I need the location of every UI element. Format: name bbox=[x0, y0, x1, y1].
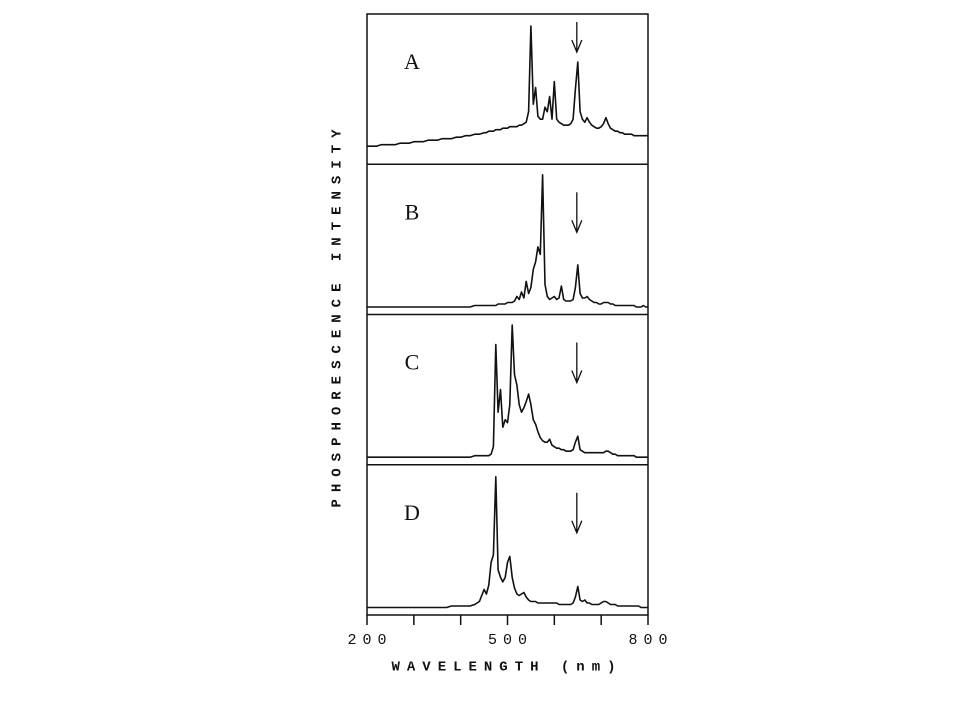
panel-label: D bbox=[404, 500, 420, 525]
spectrum-line bbox=[367, 174, 648, 308]
x-tick-label: 500 bbox=[488, 632, 533, 649]
arrow bbox=[571, 342, 583, 385]
spectrum-line bbox=[367, 324, 648, 458]
x-tick-label: 200 bbox=[347, 632, 392, 649]
panel-label: C bbox=[405, 350, 420, 375]
panel-label: B bbox=[405, 199, 420, 224]
spectrum-line bbox=[367, 476, 648, 609]
arrow bbox=[571, 492, 583, 535]
x-axis-label: WAVELENGTH (nm) bbox=[391, 660, 622, 676]
y-axis-label: PHOSPHORESCENCE INTENSITY bbox=[330, 122, 346, 507]
spectrum-line bbox=[367, 25, 648, 147]
x-tick-label: 800 bbox=[628, 632, 673, 649]
panel-label: A bbox=[404, 49, 420, 74]
arrow bbox=[571, 22, 583, 54]
arrow bbox=[571, 192, 583, 234]
